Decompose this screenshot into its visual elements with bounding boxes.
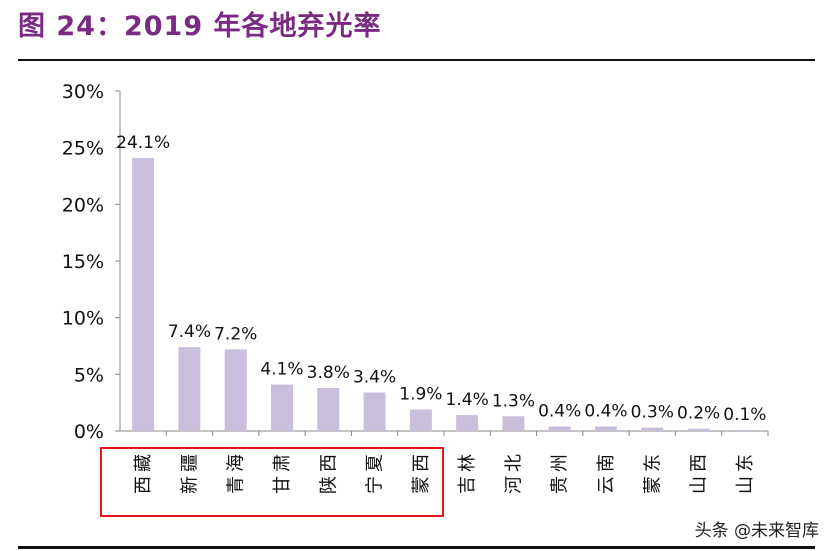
data-label: 0.4% <box>538 401 581 421</box>
bar-吉林 <box>456 415 479 431</box>
bar-河北 <box>502 416 525 431</box>
bar-甘肃 <box>271 384 293 431</box>
bar-山西 <box>687 428 710 431</box>
y-tick-label: 15% <box>62 251 104 273</box>
bar-山东 <box>733 429 756 431</box>
data-label: 24.1% <box>116 133 170 153</box>
y-tick-label: 20% <box>62 194 104 216</box>
bar-云南 <box>595 426 617 431</box>
bottom-divider <box>18 546 815 549</box>
data-label: 7.4% <box>168 322 211 342</box>
y-tick-label: 30% <box>62 81 104 103</box>
watermark: 头条 @未来智库 <box>694 521 819 541</box>
highlight-box <box>100 447 444 517</box>
y-tick-label: 25% <box>62 138 104 160</box>
data-label: 4.1% <box>260 360 303 380</box>
x-tick-label: 吉林 <box>457 450 478 494</box>
data-label: 3.8% <box>307 363 350 383</box>
x-tick-label: 陕西 <box>318 450 339 494</box>
x-tick-label: 山东 <box>735 450 756 494</box>
x-tick-label: 西藏 <box>133 450 154 494</box>
data-label: 0.1% <box>723 405 766 425</box>
bar-蒙西 <box>409 409 432 431</box>
x-tick-label: 山西 <box>689 450 710 494</box>
x-tick-label: 甘肃 <box>272 450 293 494</box>
data-label: 1.3% <box>492 391 535 411</box>
data-label: 1.9% <box>399 384 442 404</box>
title-divider <box>18 59 815 61</box>
bar-陕西 <box>317 387 340 431</box>
data-label: 1.4% <box>446 390 489 410</box>
x-tick-label: 新疆 <box>179 450 200 494</box>
x-tick-label: 青海 <box>226 450 247 494</box>
data-label: 0.3% <box>631 403 674 423</box>
bar-宁夏 <box>363 392 386 431</box>
data-label: 3.4% <box>353 367 396 387</box>
y-tick-label: 5% <box>74 364 104 386</box>
bar-西藏 <box>132 157 155 431</box>
x-tick-label: 蒙西 <box>411 450 432 494</box>
bar-蒙东 <box>641 427 664 431</box>
bar-贵州 <box>548 426 571 431</box>
x-tick-label: 河北 <box>503 450 524 494</box>
data-label: 0.2% <box>677 404 720 424</box>
data-label: 7.2% <box>214 324 257 344</box>
bar-青海 <box>224 349 247 431</box>
x-tick-label: 蒙东 <box>642 450 663 494</box>
bar-新疆 <box>178 347 201 431</box>
y-tick-label: 0% <box>74 421 104 443</box>
x-tick-label: 宁夏 <box>365 450 386 494</box>
data-label: 0.4% <box>584 401 627 421</box>
x-tick-label: 云南 <box>596 450 617 494</box>
x-tick-label: 贵州 <box>550 450 571 494</box>
chart-title: 图 24：2019 年各地弃光率 <box>18 11 382 42</box>
y-tick-label: 10% <box>62 308 104 330</box>
